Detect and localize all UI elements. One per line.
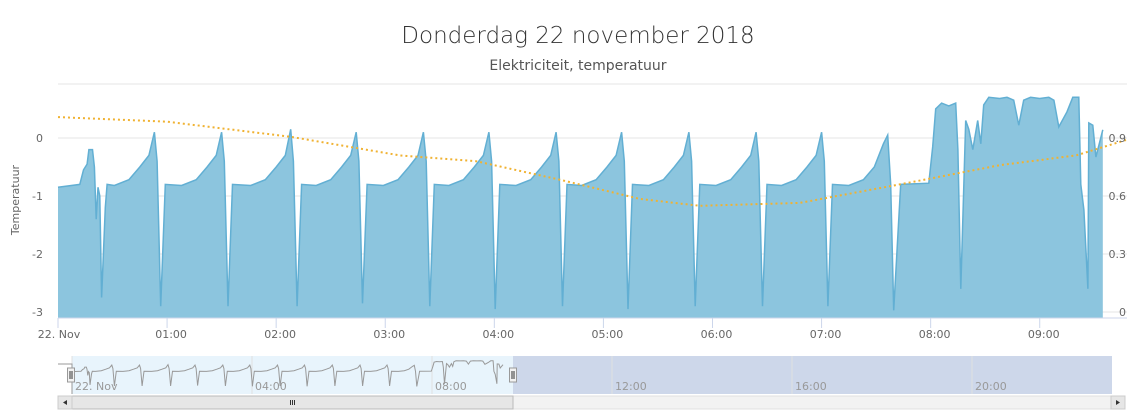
x-tick-label: 02:00 <box>264 328 296 341</box>
y-left-tick-label: -3 <box>32 306 43 319</box>
navigator-series-line <box>71 360 504 387</box>
chart-title: Donderdag 22 november 2018 <box>401 23 754 49</box>
y-left-tick-label: 0 <box>36 132 43 145</box>
electricity-area <box>58 97 1103 318</box>
x-tick-label: 09:00 <box>1028 328 1060 341</box>
y-right-tick-label: 0 <box>1119 306 1126 319</box>
arrow-right-icon <box>1116 400 1120 405</box>
navigator-tick-label: 08:00 <box>435 380 467 393</box>
x-tick-label: 22. Nov <box>38 328 81 341</box>
navigator-tick-label: 22. Nov <box>75 380 118 393</box>
navigator-tick-label: 16:00 <box>795 380 827 393</box>
x-tick-label: 04:00 <box>482 328 514 341</box>
arrow-left-icon <box>63 400 67 405</box>
y-right-tick-label: 0.6 <box>1109 190 1127 203</box>
navigator-tick-label: 12:00 <box>615 380 647 393</box>
navigator-tick-label: 04:00 <box>255 380 287 393</box>
y-left-tick-label: -2 <box>32 248 43 261</box>
y-left-tick-label: -1 <box>32 190 43 203</box>
x-tick-label: 03:00 <box>373 328 405 341</box>
x-tick-label: 05:00 <box>592 328 624 341</box>
x-tick-label: 08:00 <box>919 328 951 341</box>
navigator-handle-left[interactable] <box>67 367 75 383</box>
y-right-tick-label: 0.9 <box>1109 132 1127 145</box>
navigator-handle-right[interactable] <box>509 367 517 383</box>
x-tick-label: 06:00 <box>701 328 733 341</box>
y-right-tick-label: 0.3 <box>1109 248 1127 261</box>
y-axis-title: Temperatuur <box>9 164 22 236</box>
chart-subtitle: Elektriciteit, temperatuur <box>489 58 666 74</box>
navigator-outline <box>58 363 73 394</box>
x-tick-label: 07:00 <box>810 328 842 341</box>
navigator-tick-label: 20:00 <box>975 380 1007 393</box>
navigator-mask-right <box>513 356 1112 394</box>
navigator-selected-range <box>72 356 513 394</box>
electricity-line <box>57 96 1104 311</box>
x-tick-label: 01:00 <box>155 328 187 341</box>
